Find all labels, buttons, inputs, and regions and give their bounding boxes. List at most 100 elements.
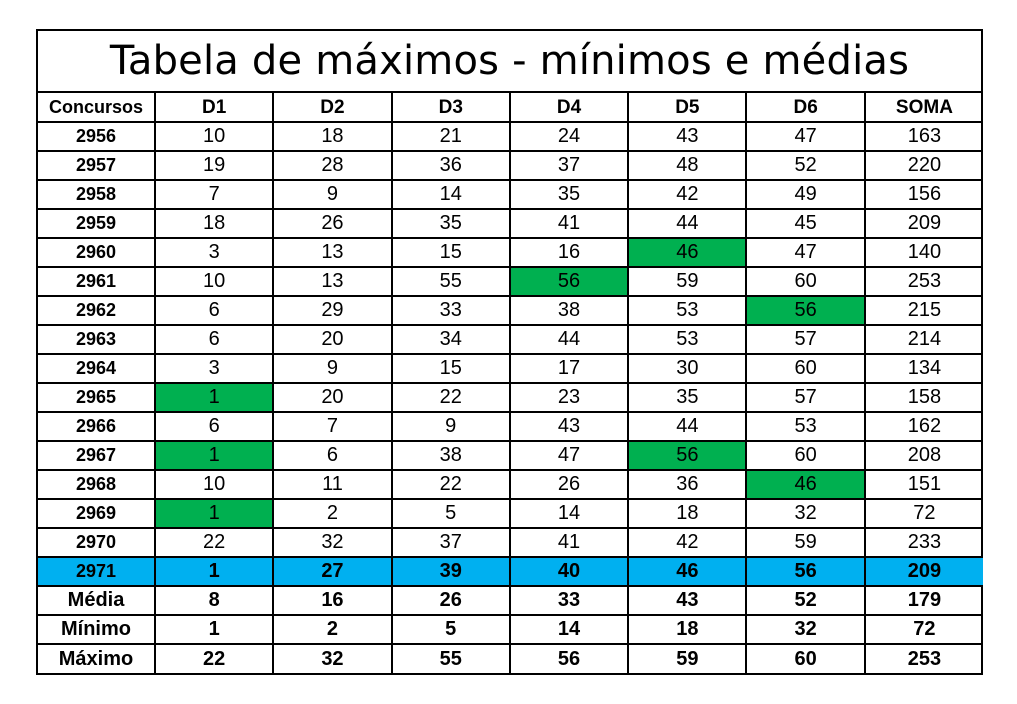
cell-d6: 47 bbox=[746, 238, 866, 268]
cell-d2: 26 bbox=[273, 209, 393, 239]
header-d6: D6 bbox=[746, 93, 866, 123]
table-row: 2958 7 9 14 35 42 49 156 bbox=[38, 180, 984, 210]
cell-d4: 41 bbox=[509, 528, 630, 558]
cell-d3: 9 bbox=[391, 412, 511, 442]
cell-d4: 17 bbox=[509, 354, 630, 384]
table-row: 2956 10 18 21 24 43 47 163 bbox=[38, 122, 984, 152]
cell-soma: 179 bbox=[864, 586, 984, 616]
row-label: 2961 bbox=[38, 267, 156, 297]
cell-d6: 60 bbox=[746, 267, 866, 297]
cell-d2: 32 bbox=[273, 644, 393, 673]
cell-d3: 14 bbox=[391, 180, 511, 210]
cell-soma: 233 bbox=[864, 528, 984, 558]
cell-d3: 55 bbox=[391, 644, 511, 673]
cell-d1: 1 bbox=[155, 615, 275, 645]
cell-d1: 1 bbox=[155, 441, 275, 471]
cell-d2: 28 bbox=[273, 151, 393, 181]
row-label: 2970 bbox=[38, 528, 156, 558]
table-row: 2968 10 11 22 26 36 46 151 bbox=[38, 470, 984, 500]
cell-d2: 9 bbox=[273, 180, 393, 210]
cell-d1: 1 bbox=[155, 499, 275, 529]
row-label: 2965 bbox=[38, 383, 156, 413]
table-title: Tabela de máximos - mínimos e médias bbox=[38, 31, 981, 93]
cell-d6: 53 bbox=[746, 412, 866, 442]
cell-d4: 56 bbox=[509, 644, 630, 673]
cell-d5: 30 bbox=[628, 354, 748, 384]
row-label: 2963 bbox=[38, 325, 156, 355]
table-row: 2963 6 20 34 44 53 57 214 bbox=[38, 325, 984, 355]
table-row: 2960 3 13 15 16 46 47 140 bbox=[38, 238, 984, 268]
cell-d4: 44 bbox=[509, 325, 630, 355]
row-label: Mínimo bbox=[38, 615, 156, 645]
table-row: 2965 1 20 22 23 35 57 158 bbox=[38, 383, 984, 413]
cell-d6: 56 bbox=[746, 557, 866, 587]
cell-soma: 220 bbox=[864, 151, 984, 181]
cell-d5: 56 bbox=[628, 441, 748, 471]
cell-d4: 24 bbox=[509, 122, 630, 152]
cell-d6: 32 bbox=[746, 615, 866, 645]
row-label: 2956 bbox=[38, 122, 156, 152]
cell-d4: 43 bbox=[509, 412, 630, 442]
cell-d3: 36 bbox=[391, 151, 511, 181]
cell-d5: 53 bbox=[628, 296, 748, 326]
cell-d2: 27 bbox=[273, 557, 393, 587]
row-label: 2957 bbox=[38, 151, 156, 181]
cell-d3: 39 bbox=[391, 557, 511, 587]
cell-d5: 48 bbox=[628, 151, 748, 181]
cell-d6: 45 bbox=[746, 209, 866, 239]
cell-soma: 158 bbox=[864, 383, 984, 413]
header-concursos: Concursos bbox=[38, 93, 156, 123]
cell-d6: 52 bbox=[746, 586, 866, 616]
table-row: 2962 6 29 33 38 53 56 215 bbox=[38, 296, 984, 326]
row-label: Máximo bbox=[38, 644, 156, 673]
table-row: 2970 22 32 37 41 42 59 233 bbox=[38, 528, 984, 558]
cell-d4: 16 bbox=[509, 238, 630, 268]
cell-soma: 156 bbox=[864, 180, 984, 210]
cell-d6: 60 bbox=[746, 441, 866, 471]
cell-d4: 47 bbox=[509, 441, 630, 471]
cell-d4: 14 bbox=[509, 615, 630, 645]
cell-d2: 2 bbox=[273, 499, 393, 529]
cell-d2: 32 bbox=[273, 528, 393, 558]
cell-soma: 162 bbox=[864, 412, 984, 442]
cell-d6: 52 bbox=[746, 151, 866, 181]
cell-d4: 35 bbox=[509, 180, 630, 210]
cell-soma: 253 bbox=[864, 267, 984, 297]
row-label: 2959 bbox=[38, 209, 156, 239]
header-soma: SOMA bbox=[864, 93, 984, 123]
cell-d3: 15 bbox=[391, 238, 511, 268]
cell-d6: 46 bbox=[746, 470, 866, 500]
row-label: 2971 bbox=[38, 557, 156, 587]
cell-d5: 42 bbox=[628, 180, 748, 210]
cell-d1: 10 bbox=[155, 122, 275, 152]
cell-d2: 2 bbox=[273, 615, 393, 645]
cell-d6: 57 bbox=[746, 325, 866, 355]
cell-d1: 10 bbox=[155, 470, 275, 500]
cell-d3: 33 bbox=[391, 296, 511, 326]
cell-d4: 23 bbox=[509, 383, 630, 413]
cell-d5: 18 bbox=[628, 615, 748, 645]
cell-d5: 35 bbox=[628, 383, 748, 413]
cell-d6: 60 bbox=[746, 644, 866, 673]
cell-d6: 32 bbox=[746, 499, 866, 529]
cell-d5: 44 bbox=[628, 412, 748, 442]
cell-d3: 26 bbox=[391, 586, 511, 616]
cell-d6: 57 bbox=[746, 383, 866, 413]
cell-d1: 22 bbox=[155, 528, 275, 558]
cell-d2: 13 bbox=[273, 267, 393, 297]
stats-table: Concursos D1 D2 D3 D4 D5 D6 SOMA 2956 10 1… bbox=[38, 93, 984, 673]
cell-d1: 18 bbox=[155, 209, 275, 239]
table-row: 2969 1 2 5 14 18 32 72 bbox=[38, 499, 984, 529]
cell-soma: 209 bbox=[864, 557, 984, 587]
cell-d3: 5 bbox=[391, 615, 511, 645]
cell-d2: 13 bbox=[273, 238, 393, 268]
table-row: 2966 6 7 9 43 44 53 162 bbox=[38, 412, 984, 442]
cell-d6: 56 bbox=[746, 296, 866, 326]
cell-d2: 20 bbox=[273, 383, 393, 413]
cell-d1: 10 bbox=[155, 267, 275, 297]
stats-table-sheet: Tabela de máximos - mínimos e médias Con… bbox=[36, 29, 984, 675]
current-row: 2971 1 27 39 40 46 56 209 bbox=[38, 557, 984, 587]
cell-d3: 5 bbox=[391, 499, 511, 529]
stat-row-media: Média 8 16 26 33 43 52 179 bbox=[38, 586, 984, 616]
row-label: 2958 bbox=[38, 180, 156, 210]
